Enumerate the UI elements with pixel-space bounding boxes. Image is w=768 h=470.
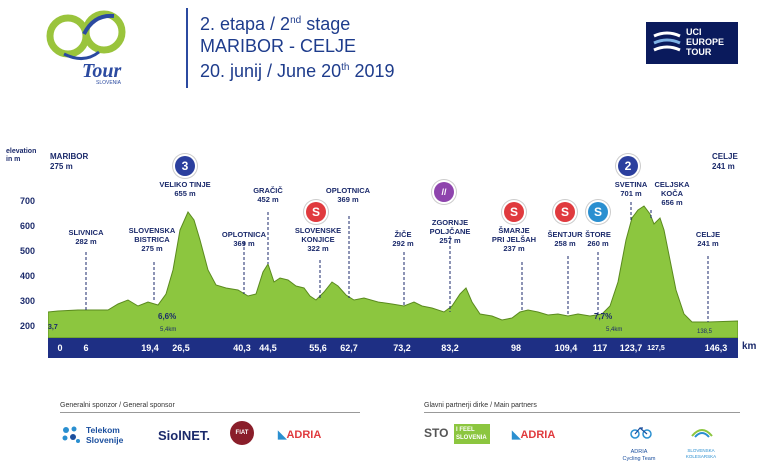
km-mark: 6	[83, 343, 89, 353]
adria-logo: ◣ADRIA	[278, 429, 322, 441]
start-label: MARIBOR 275 m	[50, 152, 89, 171]
sprint-icon: S	[555, 202, 575, 222]
adria-partner-logo: ◣ADRIA	[512, 429, 556, 441]
waypoint-label: SLOVENSKE KONJICE 322 m	[294, 226, 342, 253]
y-axis-title: elevation in m	[6, 148, 37, 163]
km-mark: 19,4	[141, 343, 159, 353]
stage-number: 2. etapa / 2nd stage	[200, 14, 351, 34]
waypoint-label: SLIVNICA 282 m	[68, 228, 104, 246]
sprint-icon: S	[588, 202, 608, 222]
kom-category-2-icon: 2	[618, 156, 638, 176]
climb-length-label-2: 5,4km	[606, 327, 623, 333]
sprint-icon: S	[306, 202, 326, 222]
km-bar: 0 6 19,4 26,5 40,3 44,5 55,6 62,7 73,2 8…	[48, 338, 738, 358]
partners-divider	[424, 412, 740, 413]
km-mark: 26,5	[172, 343, 190, 353]
waypoint-label: GRAČIČ 452 m	[253, 186, 283, 204]
km-mark: 127,5	[647, 345, 665, 352]
waypoint-label: VELIKO TINJE 655 m	[159, 180, 211, 198]
waypoint-label: SLOVENSKA BISTRICA 275 m	[128, 226, 176, 253]
logo-subtext: SLOVENIA	[96, 80, 122, 86]
waypoint-label: ŠTORE 260 m	[585, 230, 611, 248]
km-mark: 117	[592, 343, 608, 353]
climb-gradient-label: 6,6%	[158, 312, 177, 321]
km-mark: 40,3	[233, 343, 251, 353]
km-mark: 109,4	[554, 343, 578, 353]
profile-area	[48, 205, 738, 338]
waypoint-label: CELJE 241 m	[695, 230, 721, 248]
elevation-profile	[48, 202, 738, 338]
km-mark: 83,2	[441, 343, 459, 353]
finish-label: CELJE 241 m	[712, 152, 738, 171]
waypoint-label: OPLOTNICA 369 m	[221, 230, 267, 248]
y-tick: 500	[20, 246, 36, 256]
sponsor-divider	[60, 412, 360, 413]
uci-swoosh-icon	[653, 31, 681, 52]
km-mark: 44,5	[259, 343, 277, 353]
siolnet-logo: SiolNET.	[158, 428, 211, 443]
y-tick: 400	[20, 271, 36, 281]
waypoint-label: ZGORNJE POLJČANE 257 m	[429, 218, 471, 245]
km-mark: 146,3	[704, 343, 728, 353]
cycling-federation-logo: SLOVENSKA KOLESARSKA	[676, 418, 726, 466]
i-feel-slovenia-logo: I FEEL SLOVENIA	[454, 424, 490, 444]
general-sponsor-title: Generalni sponzor / General sponsor	[60, 402, 175, 409]
y-tick: 300	[20, 296, 36, 306]
y-tick: 600	[20, 221, 36, 231]
kom-category-3-icon: 3	[175, 156, 195, 176]
tour-of-slovenia-logo: Tour SLOVENIA	[44, 4, 144, 89]
fiat-logo: FIAT	[230, 421, 254, 445]
uci-europe-tour-logo: UCI EUROPE TOUR	[646, 22, 738, 64]
stage-route: MARIBOR - CELJE	[200, 36, 357, 56]
km-mark: 98	[510, 343, 522, 353]
y-tick: 700	[20, 196, 36, 206]
stage-date: 20. junij / June 20th 2019	[200, 61, 395, 81]
uci-text: UCI EUROPE TOUR	[686, 27, 725, 57]
telekom-dots-icon	[62, 426, 80, 443]
waypoint-label: SVETINA 701 m	[614, 180, 648, 198]
federation-emblem-icon	[691, 429, 714, 438]
waypoint-label: ŠENTJUR 258 m	[547, 230, 583, 248]
km-mark: 73,2	[393, 343, 411, 353]
stage-title: 2. etapa / 2nd stage MARIBOR - CELJE 20.…	[200, 10, 395, 82]
waypoint-label: ŽIČE 292 m	[392, 230, 414, 248]
cycling-logo-icon	[46, 10, 126, 60]
km-mark: 0	[57, 343, 63, 353]
waypoint-label: CELJSKA KOČA 656 m	[654, 180, 690, 207]
km-unit-label: km	[742, 341, 757, 352]
sto-logo: STO	[424, 426, 449, 440]
waypoint-lines	[85, 202, 709, 322]
bicycle-icon	[629, 427, 652, 439]
km-mark: 62,7	[340, 343, 358, 353]
climb-gradient-label-2: 7,7%	[594, 312, 613, 321]
waypoint-label: OPLOTNICA 369 m	[325, 186, 371, 204]
adria-cycling-team-logo: ADRIA Cycling Team	[616, 418, 662, 470]
main-partners-title: Glavni partnerji dirke / Main partners	[424, 402, 537, 409]
km-mark: 55,6	[309, 343, 327, 353]
header-divider	[186, 8, 188, 88]
km-mark: 123,7	[619, 343, 643, 353]
telekom-logo: Telekom Slovenije	[60, 424, 123, 451]
final-km-label: 138,5	[697, 329, 713, 335]
y-tick: 200	[20, 321, 36, 331]
logo-text: Tour	[82, 60, 122, 82]
start-gradient-label: 3,7	[48, 324, 58, 331]
sprint-icon: S	[504, 202, 524, 222]
climb-length-label: 5,4km	[160, 327, 177, 333]
feed-zone-icon: //	[434, 182, 454, 202]
waypoint-label: ŠMARJE PRI JELŠAH 237 m	[491, 226, 537, 253]
